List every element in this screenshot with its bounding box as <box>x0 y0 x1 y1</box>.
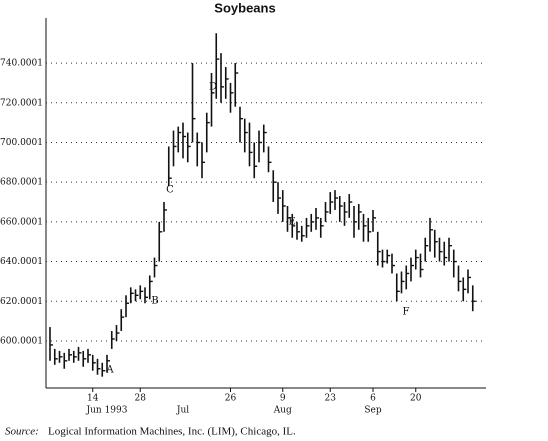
x-group-label: Jul <box>176 406 189 416</box>
x-group-label: Aug <box>273 406 292 416</box>
chart-title: Soybeans <box>214 0 275 15</box>
x-tick-label: 23 <box>325 394 337 404</box>
y-tick-label: 740.0001 <box>0 59 43 69</box>
x-tick-label: 26 <box>225 394 237 404</box>
y-tick-label: 700.0001 <box>0 138 43 148</box>
annotation: E <box>288 217 295 228</box>
source-label: Source: <box>5 426 39 438</box>
y-tick-label: 680.0001 <box>0 178 43 188</box>
annotation: D <box>209 82 217 93</box>
annotation: F <box>403 307 410 318</box>
annotation: C <box>166 185 174 196</box>
x-tick-label: 28 <box>135 394 147 404</box>
x-tick-label: 9 <box>280 394 286 404</box>
source-text: Logical Information Machines, Inc. (LIM)… <box>48 426 296 438</box>
x-group-label: Jun 1993 <box>86 406 128 416</box>
y-tick-label: 620.0001 <box>0 297 43 307</box>
x-tick-label: 14 <box>87 394 99 404</box>
x-tick-label: 20 <box>410 394 422 404</box>
annotation: A <box>105 365 114 376</box>
x-group-label: Sep <box>364 406 381 416</box>
x-tick-label: 6 <box>370 394 376 404</box>
y-tick-label: 720.0001 <box>0 98 43 108</box>
y-tick-label: 660.0001 <box>0 217 43 227</box>
y-tick-label: 600.0001 <box>0 336 43 346</box>
annotation: B <box>151 296 158 307</box>
y-tick-label: 640.0001 <box>0 257 43 267</box>
